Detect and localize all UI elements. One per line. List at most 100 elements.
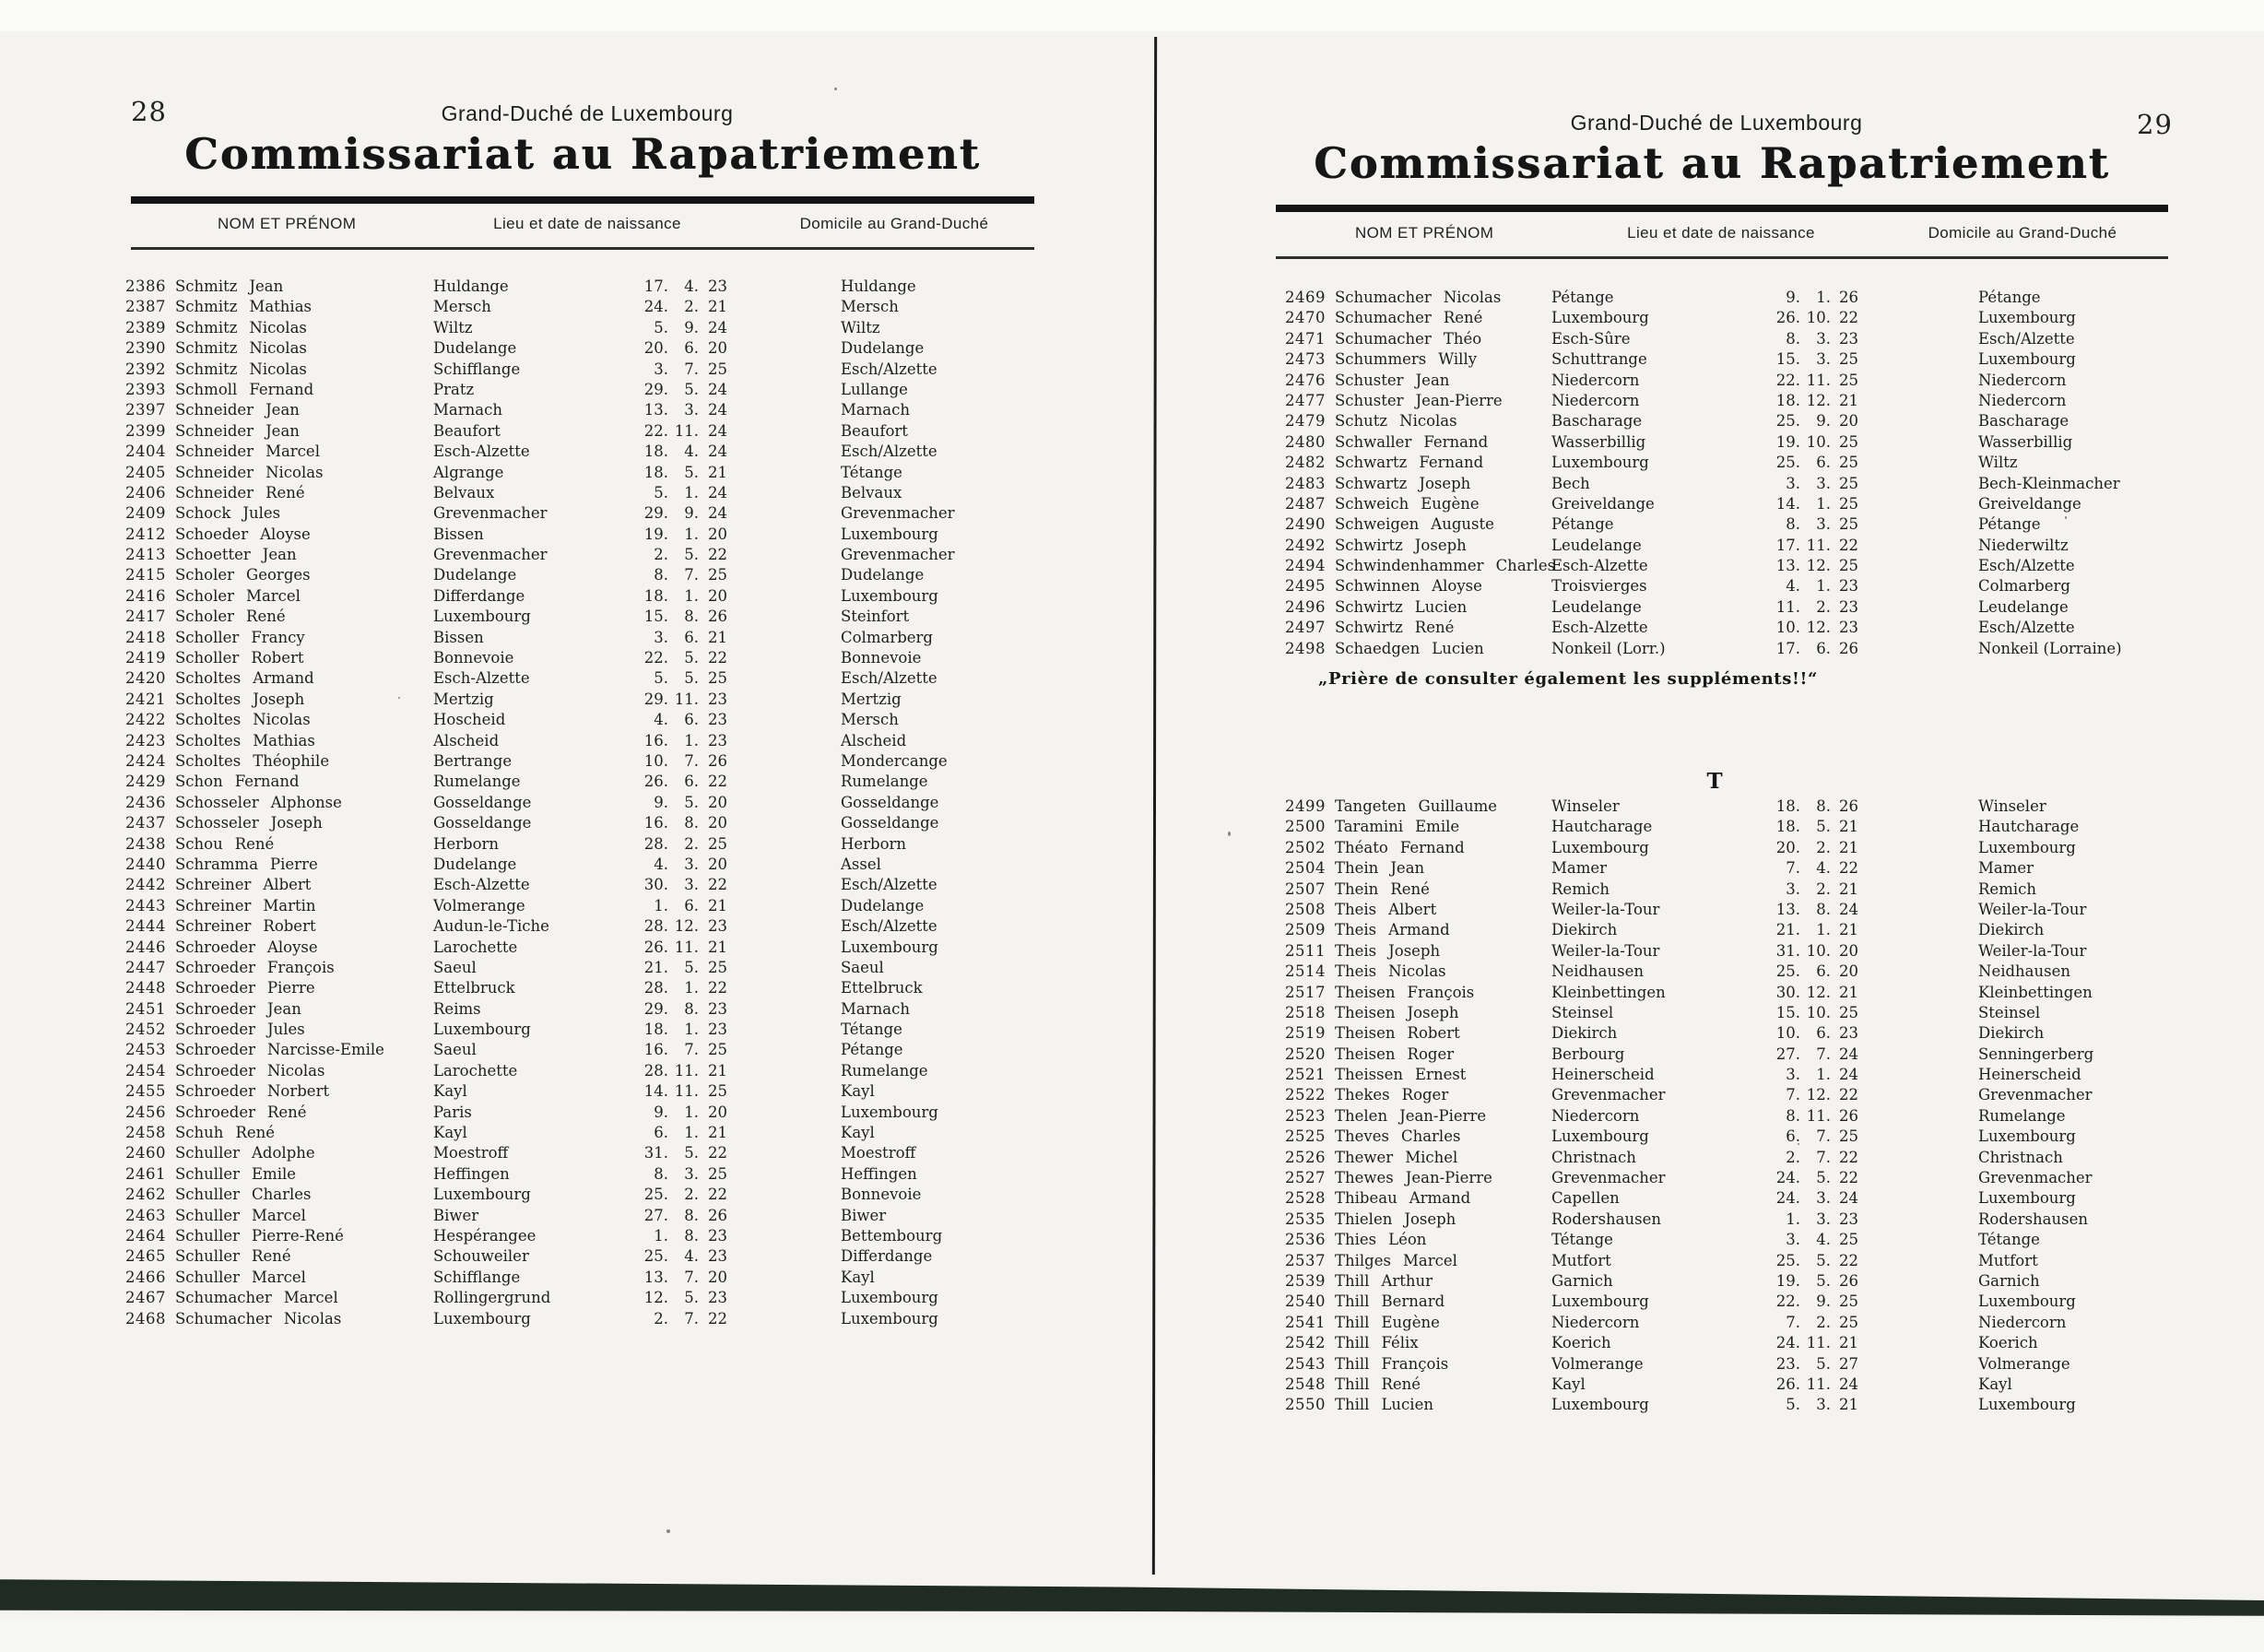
cell-domicile: Marnach: [841, 999, 910, 1018]
cell-name: Thewes Jean-Pierre: [1335, 1169, 1492, 1187]
cell-entry-number: 2507: [1285, 879, 1326, 898]
cell-name: Schneider Marcel: [175, 442, 320, 461]
cell-birth-year: 25: [1839, 350, 1858, 369]
cell-birth-year: 23: [708, 690, 727, 708]
cell-domicile: Leudelange: [1978, 597, 2069, 616]
cell-birth-year: 26: [1839, 289, 1858, 306]
cell-domicile: Pétange: [1978, 515, 2041, 534]
cell-birth-month: 2.: [1816, 1313, 1831, 1331]
cell-birth-month: 1.: [1816, 494, 1831, 513]
cell-birth-day: 22.: [643, 649, 668, 667]
cell-birth-year: 21: [1839, 838, 1858, 856]
cell-birth-month: 8.: [1816, 900, 1831, 918]
column-header-name-right: NOM ET PRÉNOM: [1355, 224, 1494, 242]
cell-name: Thilges Marcel: [1335, 1251, 1457, 1269]
table-row: 2436 Schosseler Alphonse Gosseldange 9. 5. 20 G…: [112, 793, 1117, 813]
cell-entry-number: 2443: [125, 896, 166, 914]
page-title-right: Commissariat au Rapatriement: [1314, 138, 2110, 188]
cell-birth-year: 22: [708, 1186, 727, 1204]
cell-birthplace: Leudelange: [1551, 536, 1642, 554]
cell-name: Thill René: [1335, 1375, 1421, 1393]
cell-birth-month: 8.: [684, 814, 699, 832]
table-row: 2535 Thielen Joseph Rodershausen 1. 3. 23 Roder…: [1272, 1210, 2258, 1230]
cell-birth-month: 2.: [684, 834, 699, 853]
cell-birth-month: 7.: [684, 360, 699, 378]
cell-birth-year: 26: [1839, 1106, 1858, 1125]
cell-name: Scholer René: [175, 608, 286, 626]
cell-birth-year: 21: [708, 1124, 727, 1142]
cell-domicile: Heinerscheid: [1978, 1066, 2081, 1084]
cell-birth-year: 20: [708, 1268, 727, 1286]
cell-birthplace: Garnich: [1551, 1271, 1613, 1290]
cell-entry-number: 2456: [125, 1103, 166, 1121]
cell-domicile: Luxembourg: [841, 1289, 938, 1307]
cell-birth-month: 2.: [1816, 597, 1831, 616]
cell-birth-day: 17.: [1775, 536, 1800, 554]
cell-birth-month: 8.: [684, 1206, 699, 1224]
cell-birthplace: Diekirch: [1551, 1024, 1618, 1043]
cell-domicile: Mondercange: [841, 751, 948, 770]
cell-birth-day: 30.: [1775, 983, 1800, 1001]
cell-name: Schreiner Robert: [175, 917, 316, 936]
cell-birth-year: 24: [1839, 1375, 1858, 1393]
table-row: 2452 Schroeder Jules Luxembourg 18. 1. 23 Tétan…: [112, 1020, 1117, 1040]
cell-birth-year: 23: [708, 999, 727, 1018]
cell-birth-month: 3.: [1816, 1210, 1831, 1228]
cell-birth-day: 18.: [1775, 797, 1800, 815]
cell-domicile: Tétange: [841, 1021, 902, 1039]
cell-birth-day: 13.: [643, 401, 668, 419]
table-row: 2523 Thelen Jean-Pierre Niedercorn 8. 11. 26 Ru…: [1272, 1106, 2258, 1127]
cell-birth-day: 8.: [654, 566, 668, 584]
cell-entry-number: 2526: [1285, 1148, 1326, 1166]
cell-domicile: Esch/Alzette: [1978, 619, 2075, 637]
cell-birthplace: Pétange: [1551, 515, 1614, 534]
column-header-birth-right: Lieu et date de naissance: [1627, 224, 1815, 242]
table-row: 2393 Schmoll Fernand Pratz 29. 5. 24 Lullange: [112, 380, 1117, 400]
cell-birth-month: 8.: [684, 1226, 699, 1245]
cell-birth-day: 18.: [643, 463, 668, 481]
cell-domicile: Dudelange: [841, 339, 925, 358]
cell-name: Schosseler Alphonse: [175, 793, 342, 811]
cell-birthplace: Larochette: [433, 1061, 518, 1080]
cell-birth-year: 23: [708, 917, 727, 936]
cell-domicile: Bascharage: [1978, 412, 2069, 431]
cell-birth-year: 25: [1839, 1292, 1858, 1311]
cell-birth-year: 25: [1839, 1127, 1858, 1146]
table-row: 2442 Schreiner Albert Esch-Alzette 30. 3. 22 Es…: [112, 875, 1117, 895]
cell-entry-number: 2470: [1285, 309, 1326, 327]
cell-entry-number: 2548: [1285, 1375, 1326, 1393]
cell-name: Thies Léon: [1335, 1231, 1427, 1249]
cell-entry-number: 2453: [125, 1041, 166, 1059]
cell-name: Schroeder Aloyse: [175, 938, 318, 956]
cell-entry-number: 2405: [125, 463, 166, 481]
cell-birthplace: Luxembourg: [433, 1309, 531, 1328]
cell-birth-year: 25: [708, 1164, 727, 1183]
cell-domicile: Esch/Alzette: [841, 360, 937, 378]
cell-entry-number: 2518: [1285, 1003, 1326, 1021]
cell-name: Schneider Jean: [175, 421, 300, 440]
cell-birth-day: 2.: [1786, 1148, 1800, 1166]
cell-name: Schramma Pierre: [175, 855, 318, 873]
table-row: 2466 Schuller Marcel Schifflange 13. 7. 20 Kayl: [112, 1268, 1117, 1288]
cell-entry-number: 2542: [1285, 1334, 1326, 1352]
cell-entry-number: 2469: [1285, 289, 1326, 306]
cell-domicile: Huldange: [841, 277, 916, 295]
cell-domicile: Herborn: [841, 834, 907, 853]
cell-birthplace: Marnach: [433, 401, 502, 419]
cell-domicile: Luxembourg: [841, 1309, 938, 1328]
table-row: 2482 Schwartz Fernand Luxembourg 25. 6. 25 Wilt…: [1272, 453, 2258, 473]
cell-domicile: Rumelange: [841, 1061, 928, 1080]
cell-birthplace: Grevenmacher: [1551, 1086, 1666, 1104]
cell-birth-year: 20: [1839, 941, 1858, 960]
table-row: 2455 Schroeder Norbert Kayl 14. 11. 25 Kayl: [112, 1081, 1117, 1102]
cell-entry-number: 2393: [125, 380, 166, 398]
cell-birthplace: Heffingen: [433, 1164, 510, 1183]
cell-name: Schoetter Jean: [175, 546, 297, 564]
cell-birth-day: 25.: [1775, 962, 1800, 981]
cell-name: Schumacher Nicolas: [175, 1309, 342, 1328]
table-row: 2528 Thibeau Armand Capellen 24. 3. 24 Luxembou…: [1272, 1188, 2258, 1209]
cell-birth-day: 24.: [643, 298, 668, 316]
table-row: 2483 Schwartz Joseph Bech 3. 3. 25 Bech-Kleinma…: [1272, 474, 2258, 494]
cell-birth-year: 20: [708, 586, 727, 605]
